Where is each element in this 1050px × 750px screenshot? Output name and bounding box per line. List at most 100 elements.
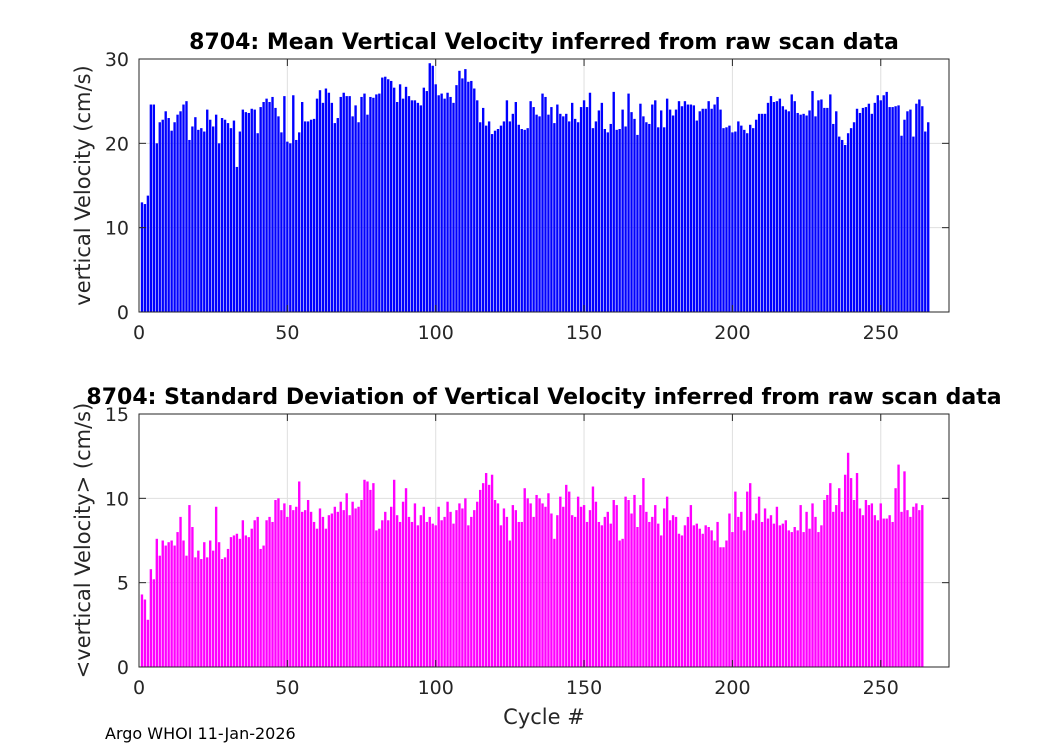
bar <box>271 521 274 667</box>
bar <box>808 110 811 312</box>
bar <box>392 87 396 312</box>
bar <box>523 129 526 312</box>
bar <box>763 508 767 667</box>
bar <box>256 516 259 667</box>
bar <box>867 103 871 312</box>
bar <box>568 121 571 312</box>
bar <box>576 122 580 312</box>
bar <box>568 491 571 667</box>
bar <box>235 533 239 667</box>
bar <box>339 96 342 312</box>
bar <box>793 527 796 667</box>
bar <box>241 520 245 667</box>
bar <box>244 112 247 312</box>
bar <box>419 515 423 667</box>
bar <box>452 523 455 667</box>
bar <box>487 121 491 312</box>
bar <box>431 65 434 312</box>
bar <box>375 530 378 667</box>
bar <box>754 119 758 312</box>
bar <box>609 523 612 667</box>
bar <box>170 540 173 667</box>
bar <box>740 125 743 313</box>
bar <box>772 102 776 312</box>
bar <box>395 102 399 312</box>
bar <box>725 540 728 667</box>
bar <box>701 533 704 667</box>
bar <box>179 111 182 312</box>
bar-series <box>140 452 924 667</box>
bar <box>152 104 156 312</box>
bar <box>888 107 891 312</box>
bar <box>428 63 431 312</box>
bar <box>508 121 512 312</box>
bar <box>544 506 547 667</box>
bar <box>505 100 509 312</box>
bar <box>775 101 779 312</box>
bar <box>757 113 761 312</box>
bar <box>455 85 458 312</box>
bar <box>891 521 894 667</box>
bar <box>384 511 387 667</box>
bar <box>737 516 740 667</box>
x-tick-label: 250 <box>863 322 899 344</box>
bar <box>387 520 390 667</box>
bar <box>882 95 885 312</box>
bar <box>455 510 458 667</box>
bar <box>912 506 915 667</box>
bar <box>395 515 399 667</box>
plot-area <box>139 414 949 667</box>
bar <box>594 501 598 667</box>
bar <box>298 481 301 667</box>
bar <box>490 474 494 667</box>
x-axis-label: Cycle # <box>503 705 585 729</box>
bar <box>597 110 601 312</box>
bar <box>912 136 915 312</box>
bar <box>176 114 179 312</box>
bar <box>921 505 924 667</box>
bar <box>660 110 663 312</box>
bar <box>140 594 144 667</box>
bar <box>835 111 838 312</box>
bar <box>719 109 722 312</box>
bar <box>683 525 687 667</box>
bar <box>556 104 559 312</box>
bar <box>571 102 574 312</box>
x-tick-label: 0 <box>133 677 145 699</box>
bar <box>778 98 782 312</box>
bar <box>333 123 337 312</box>
bar <box>170 130 173 312</box>
bar <box>476 100 479 312</box>
bar <box>505 516 509 667</box>
bar <box>909 516 912 667</box>
bar <box>600 102 604 312</box>
bar <box>401 98 405 312</box>
bar <box>440 520 443 667</box>
bar <box>695 523 698 667</box>
bar <box>416 525 420 667</box>
bar <box>220 559 224 667</box>
bar <box>781 523 785 667</box>
bar-series <box>140 63 930 313</box>
bar <box>618 540 621 667</box>
bar <box>864 500 868 667</box>
x-tick-label: 50 <box>275 322 299 344</box>
bar <box>253 520 256 667</box>
bar <box>229 537 233 667</box>
bar <box>360 96 363 312</box>
bar <box>722 547 725 667</box>
bar <box>808 528 811 667</box>
bar <box>873 515 877 667</box>
bar <box>799 114 802 312</box>
bar <box>357 506 360 667</box>
bar <box>639 103 642 312</box>
bar <box>336 118 339 312</box>
bar <box>686 516 690 667</box>
axes-box <box>138 413 950 668</box>
bar <box>372 483 375 667</box>
bar <box>390 506 393 667</box>
bar <box>194 557 197 667</box>
bar <box>710 108 713 312</box>
bar <box>627 500 630 667</box>
bar <box>336 511 339 667</box>
